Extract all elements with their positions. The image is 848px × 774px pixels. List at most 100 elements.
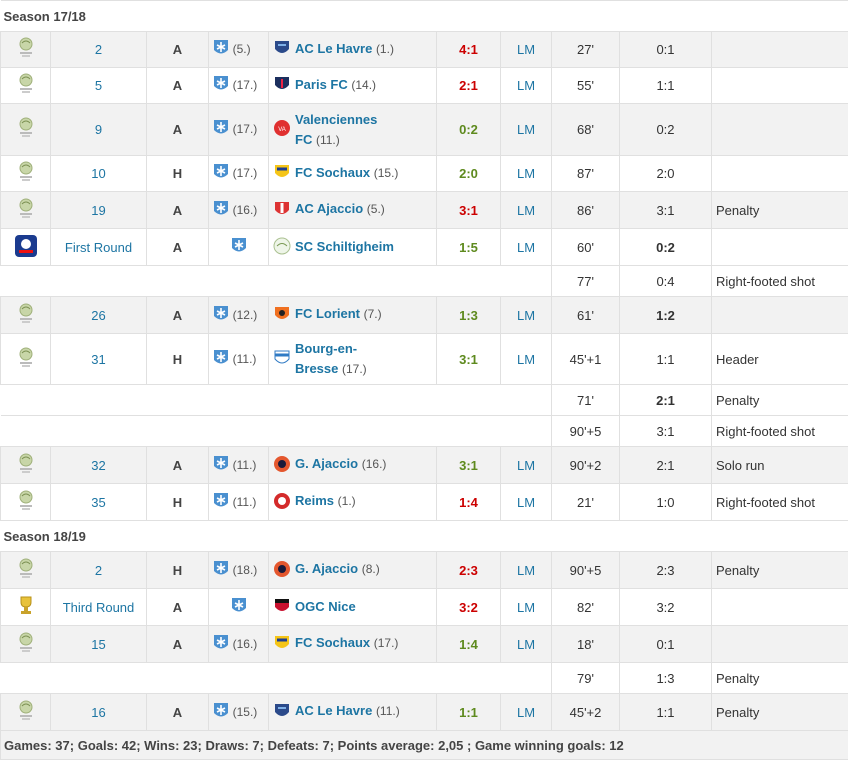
competition-icon[interactable]	[0, 228, 51, 266]
auxerre-crest-icon[interactable]	[231, 597, 247, 618]
opponent-link[interactable]: AC Le Havre	[295, 40, 373, 56]
opponent-link[interactable]: OGC Nice	[295, 598, 356, 614]
score-cell: 1:2	[619, 296, 712, 334]
matchday-link[interactable]: 35	[91, 494, 106, 510]
matchday-link[interactable]: 19	[91, 202, 106, 218]
bourg-crest-icon[interactable]	[273, 349, 291, 370]
auxerre-crest-icon[interactable]	[213, 455, 229, 476]
havre-crest-icon[interactable]	[273, 39, 291, 60]
matchday-link[interactable]: 9	[94, 122, 103, 137]
result-link[interactable]: 2:1	[459, 78, 478, 93]
matchday-link[interactable]: 10	[91, 166, 106, 181]
position-cell: LM	[500, 551, 552, 589]
opponent-link[interactable]: FC Sochaux	[295, 635, 371, 651]
competition-icon[interactable]	[0, 31, 51, 68]
havre-crest-icon[interactable]	[273, 702, 291, 723]
competition-icon[interactable]	[0, 67, 51, 104]
score-cell: 0:2	[619, 228, 712, 266]
matchday-link[interactable]: First Round	[64, 239, 133, 255]
matchday-link[interactable]: 26	[91, 307, 106, 323]
matchday-link[interactable]: 16	[91, 704, 106, 720]
competition-icon[interactable]	[0, 103, 51, 156]
opponent-link[interactable]: G. Ajaccio	[295, 456, 359, 472]
matchday-link[interactable]: Third Round	[62, 599, 135, 615]
opponent-link[interactable]: Paris FC	[295, 76, 348, 92]
score-cell: 0:4	[619, 265, 712, 297]
matchday-link[interactable]: 31	[91, 351, 106, 367]
ajaccio-crest-icon[interactable]	[273, 200, 291, 221]
result-link[interactable]: 1:4	[459, 636, 478, 652]
reims-crest-icon[interactable]	[273, 492, 291, 513]
competition-icon[interactable]	[0, 333, 51, 385]
competition-icon[interactable]	[0, 693, 51, 731]
opponent-link[interactable]: AC Ajaccio	[295, 201, 364, 217]
result-link[interactable]: 1:5	[459, 239, 478, 255]
result-link[interactable]: 0:2	[459, 122, 478, 137]
auxerre-crest-icon[interactable]	[213, 305, 229, 326]
score-cell: 1:3	[619, 662, 712, 694]
matchday-link[interactable]: 2	[94, 42, 103, 57]
matchday-link[interactable]: 5	[94, 78, 103, 93]
paris-crest-icon[interactable]	[273, 75, 291, 96]
competition-icon[interactable]	[0, 155, 51, 192]
opponent-cell: G. Ajaccio (8.)	[268, 551, 437, 589]
valenc-crest-icon[interactable]: VA	[273, 119, 291, 140]
result-link[interactable]: 1:4	[459, 494, 478, 510]
goal-type-cell	[710, 103, 848, 156]
competition-icon[interactable]	[0, 446, 51, 484]
opponent-link[interactable]: Reims	[295, 493, 335, 509]
position-cell: LM	[500, 625, 552, 663]
auxerre-crest-icon[interactable]	[213, 119, 229, 140]
opponent-link[interactable]: FC Lorient	[295, 306, 360, 322]
competition-icon[interactable]	[0, 625, 51, 663]
opponent-link[interactable]: FC Sochaux	[295, 164, 371, 180]
auxerre-crest-icon[interactable]	[213, 634, 229, 655]
score-cell: 1:0	[619, 483, 712, 521]
auxerre-crest-icon[interactable]	[213, 200, 229, 221]
auxerre-crest-icon[interactable]	[213, 163, 229, 184]
nice-crest-icon[interactable]	[273, 597, 291, 618]
matchday-link[interactable]: 32	[91, 457, 106, 473]
competition-icon[interactable]	[0, 296, 51, 334]
lorient-crest-icon[interactable]	[273, 305, 291, 326]
result-link[interactable]: 2:0	[459, 166, 478, 181]
auxerre-crest-icon[interactable]	[213, 492, 229, 513]
auxerre-crest-icon[interactable]	[213, 75, 229, 96]
gajaccio-crest-icon[interactable]	[273, 560, 291, 581]
schilt-crest-icon[interactable]	[273, 237, 291, 258]
competition-icon[interactable]	[0, 191, 51, 229]
result-link[interactable]: 3:2	[459, 599, 478, 615]
gajaccio-crest-icon[interactable]	[273, 455, 291, 476]
matchday-link[interactable]: 15	[91, 636, 106, 652]
competition-icon[interactable]	[0, 588, 51, 626]
result-link[interactable]: 3:1	[459, 351, 478, 367]
opponent-link[interactable]: Bourg-en-Bresse	[295, 341, 358, 376]
opponent-link[interactable]: SC Schiltigheim	[295, 238, 394, 254]
competition-icon[interactable]	[0, 551, 51, 589]
score-cell: 2:0	[619, 155, 712, 192]
auxerre-crest-icon[interactable]	[231, 237, 247, 258]
result-link[interactable]: 1:3	[459, 307, 478, 323]
result-link[interactable]: 3:1	[459, 202, 478, 218]
sochaux-crest-icon[interactable]	[273, 634, 291, 655]
auxerre-crest-icon[interactable]	[213, 39, 229, 60]
result-link[interactable]: 1:1	[459, 704, 478, 720]
opponent-link[interactable]: G. Ajaccio	[295, 561, 359, 577]
sochaux-crest-icon[interactable]	[273, 163, 291, 184]
auxerre-crest-icon[interactable]	[213, 349, 229, 370]
goal-type-cell: Header	[710, 333, 848, 385]
opponent-rank: (5.)	[366, 202, 385, 217]
matchday-link[interactable]: 2	[94, 562, 103, 578]
own-team-cell	[208, 588, 269, 626]
auxerre-crest-icon[interactable]	[213, 560, 229, 581]
competition-icon[interactable]	[0, 483, 51, 521]
auxerre-crest-icon[interactable]	[213, 702, 229, 723]
result-link[interactable]: 4:1	[459, 42, 478, 57]
empty-cell	[0, 265, 552, 297]
score-cell: 0:2	[619, 103, 712, 156]
opponent-link[interactable]: Valenciennes FC	[295, 111, 378, 147]
svg-text:VA: VA	[278, 127, 286, 133]
result-link[interactable]: 3:1	[459, 457, 478, 473]
opponent-link[interactable]: AC Le Havre	[295, 703, 373, 719]
result-link[interactable]: 2:3	[459, 562, 478, 578]
